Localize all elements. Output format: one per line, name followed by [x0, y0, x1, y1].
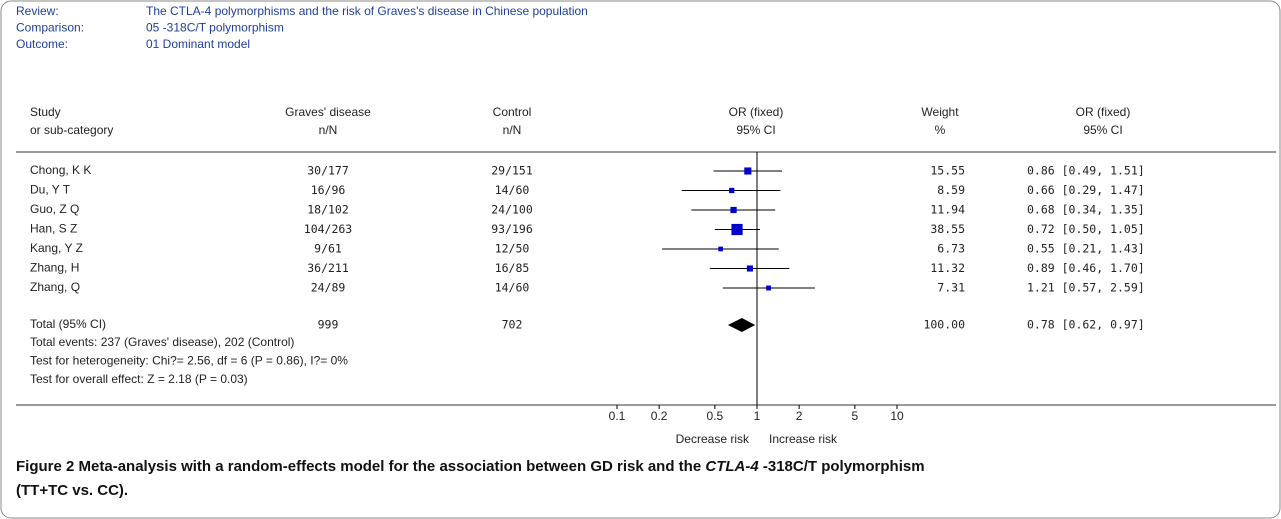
study-name: Guo, Z Q	[30, 202, 79, 216]
caption-text: Meta-analysis with a random-effects mode…	[79, 458, 706, 475]
cases: 24/89	[311, 281, 346, 295]
caption-text2: -318C/T polymorphism	[759, 458, 925, 475]
total-cases: 999	[318, 318, 339, 332]
column-header: %	[935, 123, 946, 137]
weight: 11.32	[930, 261, 965, 275]
cases: 104/263	[304, 222, 353, 236]
caption-line2: (TT+TC vs. CC).	[16, 482, 128, 499]
caption-label: Figure 2	[16, 458, 74, 475]
x-tick-label: 1	[754, 409, 761, 423]
cases: 9/61	[314, 242, 342, 256]
controls: 93/196	[491, 222, 533, 236]
column-header: Weight	[921, 105, 959, 119]
weight: 38.55	[930, 222, 965, 236]
column-header: n/N	[319, 123, 338, 137]
column-header: Graves' disease	[285, 105, 371, 119]
x-tick-label: 0.5	[707, 409, 724, 423]
x-tick-label: 5	[852, 409, 859, 423]
header-label: Outcome:	[16, 37, 68, 51]
or-ci: 0.86 [0.49, 1.51]	[1027, 164, 1145, 178]
header-text: 01 Dominant model	[146, 37, 250, 51]
weight: 15.55	[930, 164, 965, 178]
or-square	[731, 223, 743, 236]
caption-italic: CTLA-4	[705, 458, 759, 475]
or-square	[766, 285, 772, 291]
study-name: Zhang, Q	[30, 280, 80, 294]
controls: 14/60	[495, 281, 530, 295]
note: Total events: 237 (Graves' disease), 202…	[30, 335, 294, 349]
column-header: OR (fixed)	[729, 105, 784, 119]
x-tick-label: 2	[796, 409, 803, 423]
weight: 8.59	[937, 183, 965, 197]
weight: 6.73	[937, 242, 965, 256]
study-name: Han, S Z	[30, 222, 77, 236]
cases: 16/96	[311, 183, 346, 197]
header-text: 05 -318C/T polymorphism	[146, 21, 284, 35]
or-square	[729, 187, 735, 194]
note: Test for overall effect: Z = 2.18 (P = 0…	[30, 372, 248, 386]
x-label-left: Decrease risk	[676, 432, 750, 446]
x-tick-label: 10	[890, 409, 904, 423]
column-header: OR (fixed)	[1076, 105, 1131, 119]
weight: 7.31	[937, 281, 965, 295]
study-name: Chong, K K	[30, 163, 91, 177]
x-label-right: Increase risk	[769, 432, 838, 446]
cases: 30/177	[307, 164, 349, 178]
controls: 14/60	[495, 183, 530, 197]
controls: 24/100	[491, 203, 533, 217]
study-name: Kang, Y Z	[30, 241, 83, 255]
or-square	[718, 246, 723, 252]
or-ci: 0.72 [0.50, 1.05]	[1027, 222, 1145, 236]
note: Test for heterogeneity: Chi?= 2.56, df =…	[30, 354, 348, 368]
total-label: Total (95% CI)	[30, 317, 106, 331]
caption-line1: Figure 2 Meta-analysis with a random-eff…	[16, 458, 925, 475]
weight: 11.94	[930, 203, 965, 217]
cases: 36/211	[307, 261, 349, 275]
column-header: Study	[30, 105, 61, 119]
header-text: The CTLA-4 polymorphisms and the risk of…	[146, 4, 588, 18]
controls: 29/151	[491, 164, 533, 178]
column-header: or sub-category	[30, 123, 113, 137]
column-header: n/N	[503, 123, 522, 137]
or-ci: 0.66 [0.29, 1.47]	[1027, 183, 1145, 197]
or-ci: 0.89 [0.46, 1.70]	[1027, 261, 1145, 275]
or-ci: 0.55 [0.21, 1.43]	[1027, 242, 1145, 256]
or-ci: 1.21 [0.57, 2.59]	[1027, 281, 1145, 295]
study-name: Zhang, H	[30, 261, 79, 275]
column-header: 95% CI	[1083, 123, 1122, 137]
header-label: Review:	[16, 4, 59, 18]
x-tick-label: 0.2	[651, 409, 668, 423]
total-or-ci: 0.78 [0.62, 0.97]	[1027, 318, 1145, 332]
header-label: Comparison:	[16, 21, 84, 35]
study-name: Du, Y T	[30, 183, 71, 197]
or-square	[746, 265, 753, 272]
or-square	[730, 206, 737, 214]
total-weight: 100.00	[923, 318, 965, 332]
or-square	[744, 167, 752, 175]
or-ci: 0.68 [0.34, 1.35]	[1027, 203, 1145, 217]
column-header: 95% CI	[736, 123, 775, 137]
controls: 16/85	[495, 261, 530, 275]
controls: 12/50	[495, 242, 530, 256]
x-tick-label: 0.1	[609, 409, 626, 423]
cases: 18/102	[307, 203, 349, 217]
total-controls: 702	[502, 318, 523, 332]
total-diamond	[727, 318, 756, 332]
column-header: Control	[493, 105, 532, 119]
